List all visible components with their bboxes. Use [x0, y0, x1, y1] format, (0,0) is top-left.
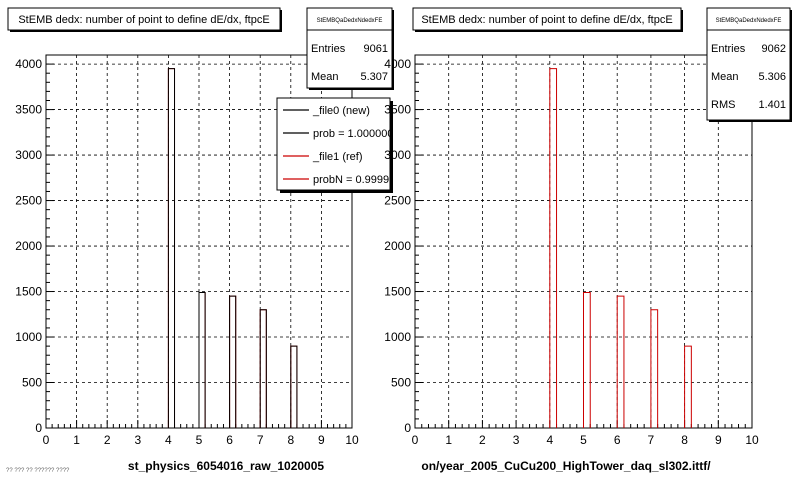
x-tick-label: 2 [104, 433, 111, 447]
y-tick-label: 2500 [15, 194, 42, 208]
y-tick-label: 2000 [384, 239, 411, 253]
stats-box [706, 7, 791, 121]
y-tick-label: 3500 [15, 103, 42, 117]
x-tick-label: 8 [681, 433, 688, 447]
hist-bar [229, 295, 237, 428]
stats-name: StEMBQaDedxNdedxFE [716, 18, 782, 24]
x-tick-label: 9 [318, 433, 325, 447]
y-tick-label: 1000 [15, 330, 42, 344]
stats-label: RMS [711, 99, 735, 111]
x-tick-label: 7 [648, 433, 655, 447]
stats-value: 1.401 [758, 99, 786, 111]
hist-bar-overlay [229, 295, 237, 428]
stats-label: Mean [711, 71, 739, 83]
legend-label: probN = 0.999983 [313, 174, 401, 186]
x-tick-label: 1 [73, 433, 80, 447]
x-tick-label: 4 [546, 433, 553, 447]
y-tick-label: 500 [22, 376, 42, 390]
y-tick-label: 3000 [15, 148, 42, 162]
stats-label: Entries [711, 43, 746, 55]
stats-value: 9062 [762, 43, 786, 55]
y-tick-label: 0 [35, 421, 42, 435]
legend-label: prob = 1.000000 [313, 128, 393, 140]
stats-label: Mean [311, 71, 339, 83]
stats-value: 5.307 [360, 71, 388, 83]
hist-bar-overlay [198, 291, 206, 428]
stats-name: StEMBQaDedxNdedxFE [317, 18, 383, 24]
y-tick-label: 1000 [384, 330, 411, 344]
x-tick-label: 1 [445, 433, 452, 447]
legend-label: _file1 (ref) [312, 151, 363, 163]
hist-bar-overlay [167, 68, 176, 428]
x-tick-label: 0 [43, 433, 50, 447]
y-tick-label: 500 [391, 376, 411, 390]
stats-box [306, 7, 393, 89]
x-tick-label: 3 [513, 433, 520, 447]
x-tick-label: 5 [580, 433, 587, 447]
hist-bar [684, 345, 692, 428]
hist-bar-overlay [259, 309, 267, 428]
hist-bar [549, 68, 558, 428]
hist-bar [259, 309, 267, 428]
x-tick-label: 5 [196, 433, 203, 447]
x-tick-label: 10 [745, 433, 759, 447]
x-axis-label: on/year_2005_CuCu200_HighTower_daq_sl302… [421, 459, 711, 473]
x-tick-label: 3 [134, 433, 141, 447]
chart-title: StEMB dedx: number of point to define dE… [421, 14, 672, 26]
y-tick-label: 2000 [15, 239, 42, 253]
y-tick-label: 1500 [384, 285, 411, 299]
hist-bar [583, 291, 591, 428]
stats-value: 5.306 [758, 71, 786, 83]
hist-bar [290, 345, 298, 428]
y-tick-label: 3000 [384, 148, 411, 162]
x-tick-label: 7 [257, 433, 264, 447]
stats-value: 9061 [364, 43, 388, 55]
hist-bar [167, 68, 176, 428]
hist-bar [198, 291, 206, 428]
hist-bar [650, 309, 659, 428]
x-tick-label: 10 [345, 433, 359, 447]
legend-label: _file0 (new) [312, 105, 370, 117]
y-tick-label: 4000 [384, 57, 411, 71]
x-tick-label: 6 [226, 433, 233, 447]
x-tick-label: 8 [287, 433, 294, 447]
x-tick-label: 0 [412, 433, 419, 447]
y-tick-label: 4000 [15, 57, 42, 71]
x-tick-label: 2 [479, 433, 486, 447]
footer-text: ?? ??? ?? ?????? ???? [6, 468, 70, 474]
legend-box [276, 97, 391, 191]
x-tick-label: 9 [715, 433, 722, 447]
chart-title: StEMB dedx: number of point to define dE… [18, 14, 269, 26]
y-tick-label: 0 [404, 421, 411, 435]
title-box [412, 7, 682, 31]
x-tick-label: 6 [614, 433, 621, 447]
stats-label: Entries [311, 43, 346, 55]
hist-bar [616, 295, 625, 428]
title-box [7, 7, 281, 31]
x-axis-label: st_physics_6054016_raw_1020005 [128, 459, 324, 473]
y-tick-label: 2500 [384, 194, 411, 208]
y-tick-label: 1500 [15, 285, 42, 299]
hist-bar-overlay [290, 345, 298, 428]
y-tick-label: 3500 [384, 103, 411, 117]
x-tick-label: 4 [165, 433, 172, 447]
